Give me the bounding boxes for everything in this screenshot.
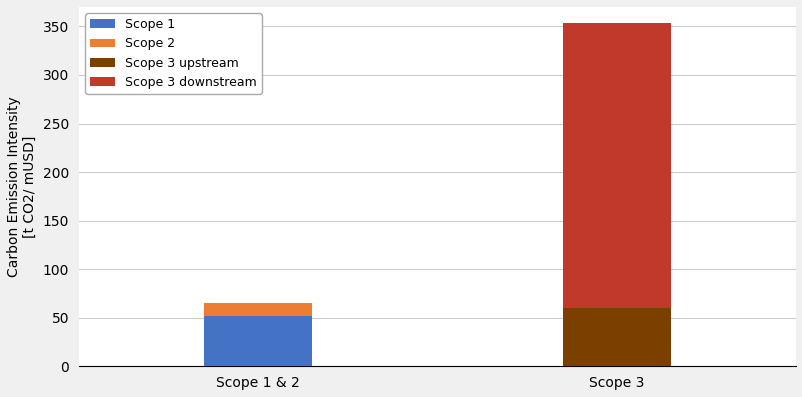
Bar [562, 308, 670, 366]
Y-axis label: Carbon Emission Intensity
[t CO2/ mUSD]: Carbon Emission Intensity [t CO2/ mUSD] [7, 96, 37, 277]
Bar [204, 303, 311, 316]
Legend: Scope 1, Scope 2, Scope 3 upstream, Scope 3 downstream: Scope 1, Scope 2, Scope 3 upstream, Scop… [85, 13, 261, 94]
Bar [204, 316, 311, 366]
Bar [562, 23, 670, 308]
